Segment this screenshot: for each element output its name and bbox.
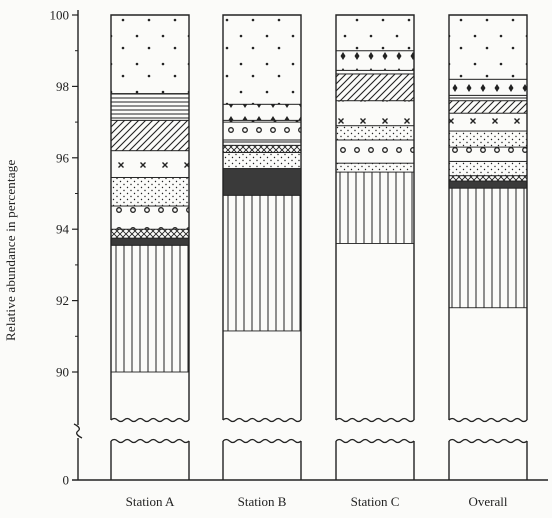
axis-break-wave	[110, 417, 190, 423]
y-tick-label: 100	[50, 8, 70, 23]
y-axis-title: Relative abundance in percentage	[3, 159, 18, 341]
y-tick-label: 92	[56, 293, 69, 308]
y-tick-label: 94	[56, 222, 70, 237]
x-tick-label: Overall	[469, 494, 508, 509]
segment-stipple	[448, 160, 528, 177]
axis-break-wave	[448, 417, 528, 423]
segment-horizontal-lines	[448, 94, 528, 102]
segment-circles	[222, 121, 302, 141]
segment-dots	[335, 14, 415, 52]
segment-dots	[448, 14, 528, 80]
bar-lower-stub	[223, 441, 301, 480]
axis-break-wave	[222, 417, 302, 423]
axis-layer	[72, 10, 548, 481]
segment-diagonal	[110, 119, 190, 152]
axis-break-wave	[222, 438, 302, 444]
segment-diagonal	[335, 73, 415, 102]
segment-vertical-lines	[448, 187, 528, 309]
bar-outline-upper	[222, 14, 302, 420]
segment-x-marks	[110, 150, 190, 178]
bar-outline-lower	[448, 441, 528, 480]
bar-outline-upper	[448, 14, 528, 420]
segment-crosshatch	[222, 144, 302, 153]
bar-lower-stub	[449, 441, 527, 480]
segment-stipple	[222, 151, 302, 169]
segment-horizontal-lines	[110, 93, 190, 121]
segment-diagonal	[448, 100, 528, 114]
segment-x-marks	[335, 100, 415, 127]
segment-stipple	[335, 125, 415, 141]
bar-outline-upper	[110, 14, 190, 420]
segment-diamonds	[222, 103, 302, 121]
axis-break-wave	[335, 417, 415, 423]
segment-dark-band	[222, 168, 302, 196]
segment-dark-band	[110, 237, 190, 246]
labels-layer: Station A Station B Station C Overall 90 92 94…	[50, 8, 508, 510]
segment-diamonds	[335, 50, 415, 71]
segment-stipple	[110, 176, 190, 207]
segment-horizontal-lines	[222, 139, 302, 146]
bar-station-a	[110, 14, 190, 480]
bar-outline-lower	[110, 441, 190, 480]
bar-outline-lower	[222, 441, 302, 480]
y-tick-label: 90	[56, 365, 69, 380]
bars-layer	[110, 14, 528, 480]
segment-circles	[110, 205, 190, 230]
bar-station-c	[335, 14, 415, 480]
x-tick-label: Station C	[351, 494, 400, 509]
x-tick-label: Station A	[126, 494, 175, 509]
axis-break-wave	[335, 438, 415, 444]
segment-x-marks	[448, 112, 528, 132]
y-tick-label: 96	[56, 150, 70, 165]
axis-break-wave	[448, 438, 528, 444]
segment-dots	[110, 14, 190, 94]
axis-break-wave	[110, 438, 190, 444]
segment-circles	[448, 146, 528, 162]
bar-overall	[448, 14, 528, 480]
y-tick-label: 98	[56, 79, 69, 94]
y-tick-label-zero: 0	[63, 473, 70, 488]
bar-base-segment	[449, 307, 527, 420]
segment-dark-band	[448, 180, 528, 189]
bar-outline-upper	[335, 14, 415, 420]
segment-crosshatch	[448, 175, 528, 182]
bar-outline-lower	[335, 441, 415, 480]
segment-circles	[335, 139, 415, 164]
segment-stipple	[335, 162, 415, 173]
bar-base-segment	[111, 372, 189, 420]
segment-crosshatch	[110, 228, 190, 239]
bar-lower-stub	[336, 441, 414, 480]
segment-vertical-lines	[335, 171, 415, 244]
bar-lower-stub	[111, 441, 189, 480]
segment-horizontal-lines	[335, 69, 415, 75]
bar-station-b	[222, 14, 302, 480]
segment-dots	[222, 14, 302, 105]
x-tick-label: Station B	[238, 494, 287, 509]
segment-stipple	[448, 130, 528, 148]
bar-base-segment	[223, 330, 301, 420]
y-axis-break-mark	[73, 423, 83, 439]
segment-vertical-lines	[222, 194, 302, 332]
segment-vertical-lines	[110, 244, 190, 373]
segment-diamonds	[448, 78, 528, 96]
bar-base-segment	[336, 243, 414, 420]
